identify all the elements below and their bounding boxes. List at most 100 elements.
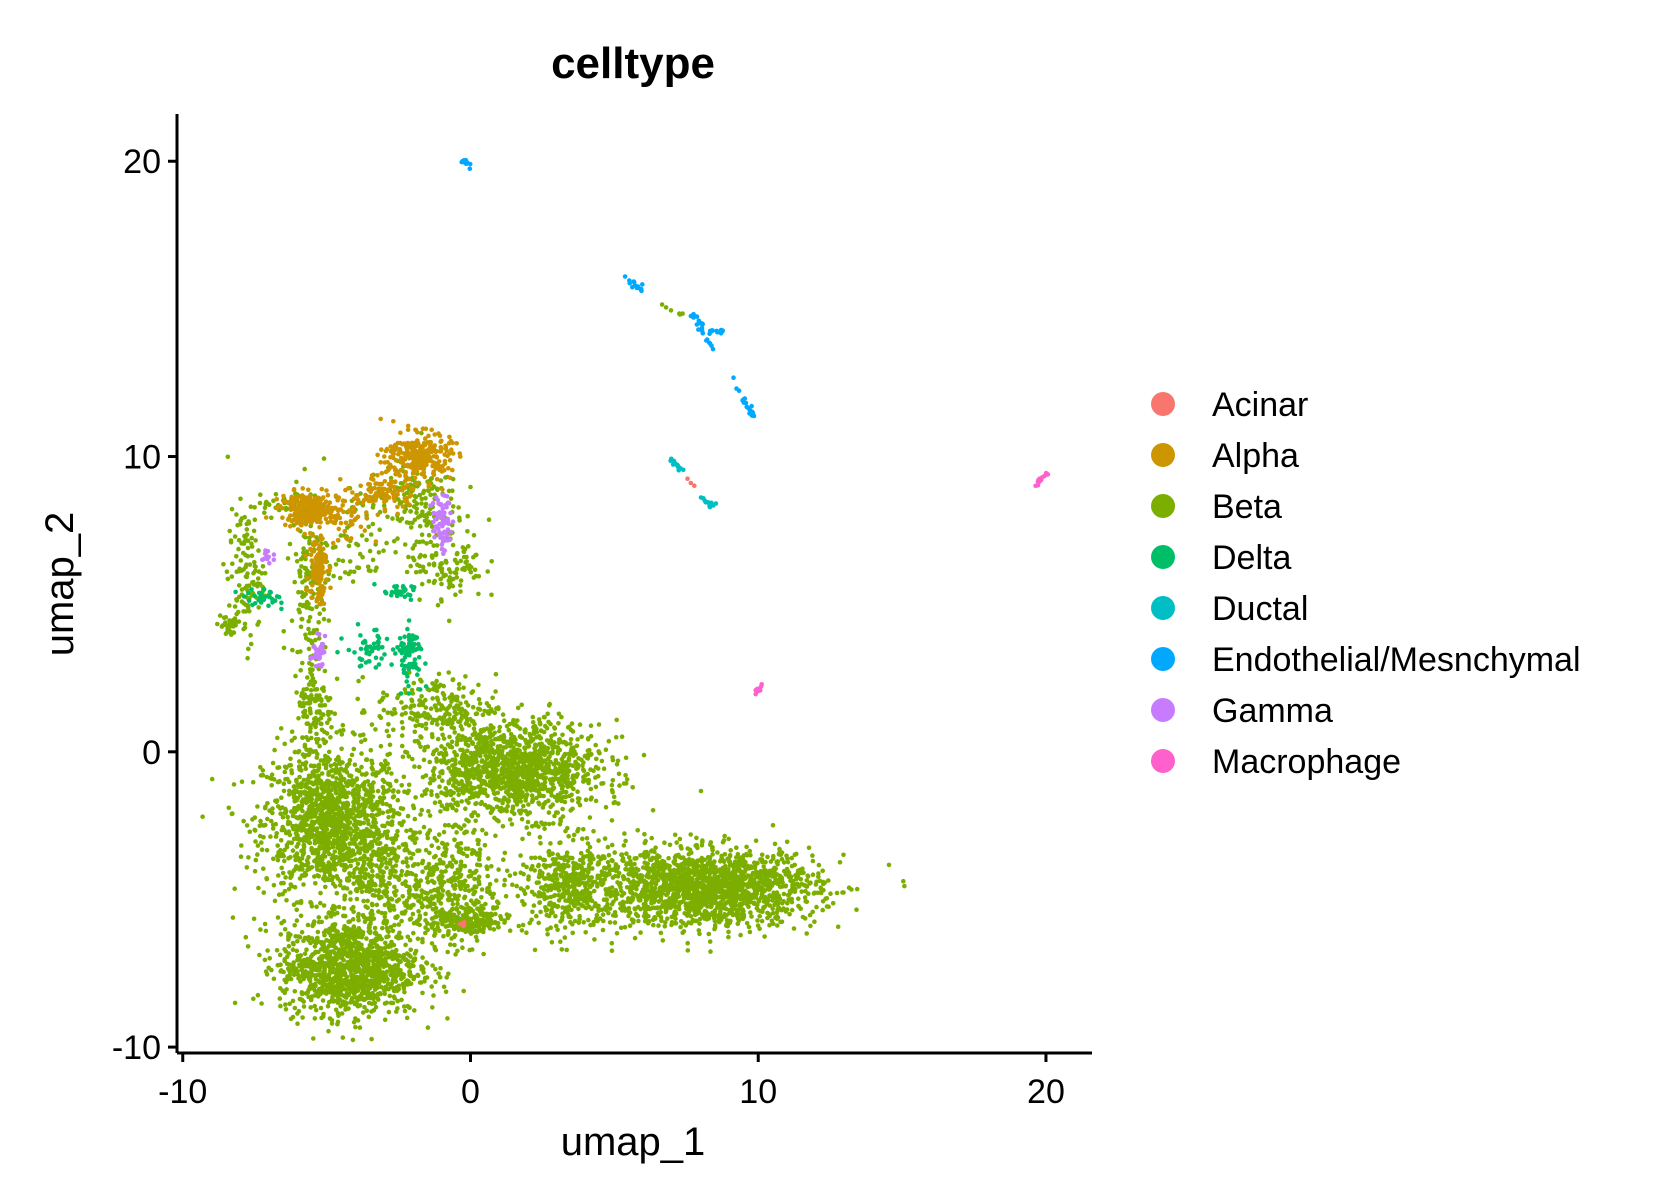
point-beta [259, 847, 265, 852]
point-beta [346, 953, 352, 959]
point-beta [533, 820, 539, 826]
point-beta [722, 833, 727, 839]
point-beta [337, 997, 343, 1003]
point-beta [464, 748, 470, 754]
point-beta [552, 732, 558, 737]
point-beta [287, 1001, 293, 1007]
point-beta [342, 987, 348, 992]
point-beta [255, 992, 261, 998]
point-beta [369, 798, 374, 803]
point-beta [347, 978, 353, 984]
point-beta [532, 759, 537, 764]
point-beta [533, 743, 539, 749]
point-beta [555, 745, 561, 750]
point-beta [503, 745, 509, 750]
point-beta [433, 979, 438, 985]
point-beta [326, 860, 332, 865]
point-beta [357, 803, 363, 808]
point-beta [295, 782, 301, 788]
point-beta [288, 882, 294, 887]
point-beta [244, 865, 250, 870]
point-beta [417, 764, 422, 770]
point-beta [369, 783, 375, 788]
point-beta [247, 829, 253, 835]
point-beta [444, 975, 450, 980]
point-beta [330, 783, 336, 789]
point-beta [614, 931, 620, 936]
point-beta [265, 816, 270, 822]
point-beta [688, 832, 693, 837]
point-beta [475, 813, 481, 818]
point-beta [320, 806, 326, 811]
point-beta [387, 993, 393, 999]
point-beta [436, 971, 441, 976]
point-beta [508, 731, 514, 737]
point-beta [766, 882, 772, 888]
point-beta [364, 936, 369, 941]
point-beta [356, 798, 361, 803]
point-beta [392, 995, 398, 1001]
point-beta [357, 1025, 363, 1030]
point-beta [493, 773, 498, 779]
point-beta [307, 804, 312, 809]
point-beta [550, 750, 555, 756]
point-beta [293, 857, 298, 863]
point-beta [402, 1008, 408, 1014]
point-beta [623, 838, 628, 844]
point-beta [569, 792, 574, 798]
point-beta [364, 757, 370, 762]
chart-title: celltype [551, 39, 715, 88]
point-beta [340, 862, 346, 868]
point-beta [366, 872, 371, 877]
point-beta [422, 975, 428, 981]
point-beta [769, 918, 775, 924]
point-beta [396, 789, 401, 794]
point-beta [389, 953, 394, 959]
point-beta [377, 951, 383, 956]
point-beta [309, 966, 314, 971]
point-beta [338, 985, 343, 991]
point-beta [276, 873, 281, 878]
point-beta [294, 829, 300, 834]
point-beta [333, 945, 339, 951]
point-beta [458, 737, 464, 742]
point-beta [360, 880, 365, 885]
point-beta [538, 786, 544, 792]
point-beta [336, 784, 342, 790]
point-beta [359, 751, 364, 756]
point-beta [320, 845, 326, 851]
point-beta [384, 934, 389, 940]
point-beta [451, 790, 457, 796]
point-beta [319, 825, 325, 830]
point-beta [371, 955, 377, 961]
point-beta [329, 768, 335, 773]
point-beta [403, 749, 408, 755]
point-beta [324, 833, 330, 839]
point-beta [452, 730, 458, 735]
point-beta [346, 1006, 351, 1011]
point-beta [746, 924, 752, 930]
point-beta [600, 912, 606, 917]
point-beta [341, 950, 347, 956]
point-beta [287, 832, 293, 838]
point-beta [348, 814, 353, 820]
point-beta [281, 781, 287, 786]
point-beta [586, 777, 592, 783]
point-beta [348, 890, 353, 895]
point-beta [304, 794, 310, 800]
point-beta [278, 811, 283, 816]
point-beta [501, 757, 507, 762]
point-beta [322, 842, 327, 847]
point-beta [290, 824, 295, 829]
point-beta [259, 840, 264, 845]
point-beta [304, 972, 310, 978]
point-beta [726, 929, 731, 935]
point-beta [628, 862, 634, 867]
point-beta [674, 840, 679, 845]
point-beta [286, 943, 292, 949]
point-beta [309, 904, 315, 909]
point-beta [275, 915, 281, 920]
point-beta [286, 792, 292, 797]
point-beta [340, 847, 346, 853]
point-beta [257, 952, 262, 958]
